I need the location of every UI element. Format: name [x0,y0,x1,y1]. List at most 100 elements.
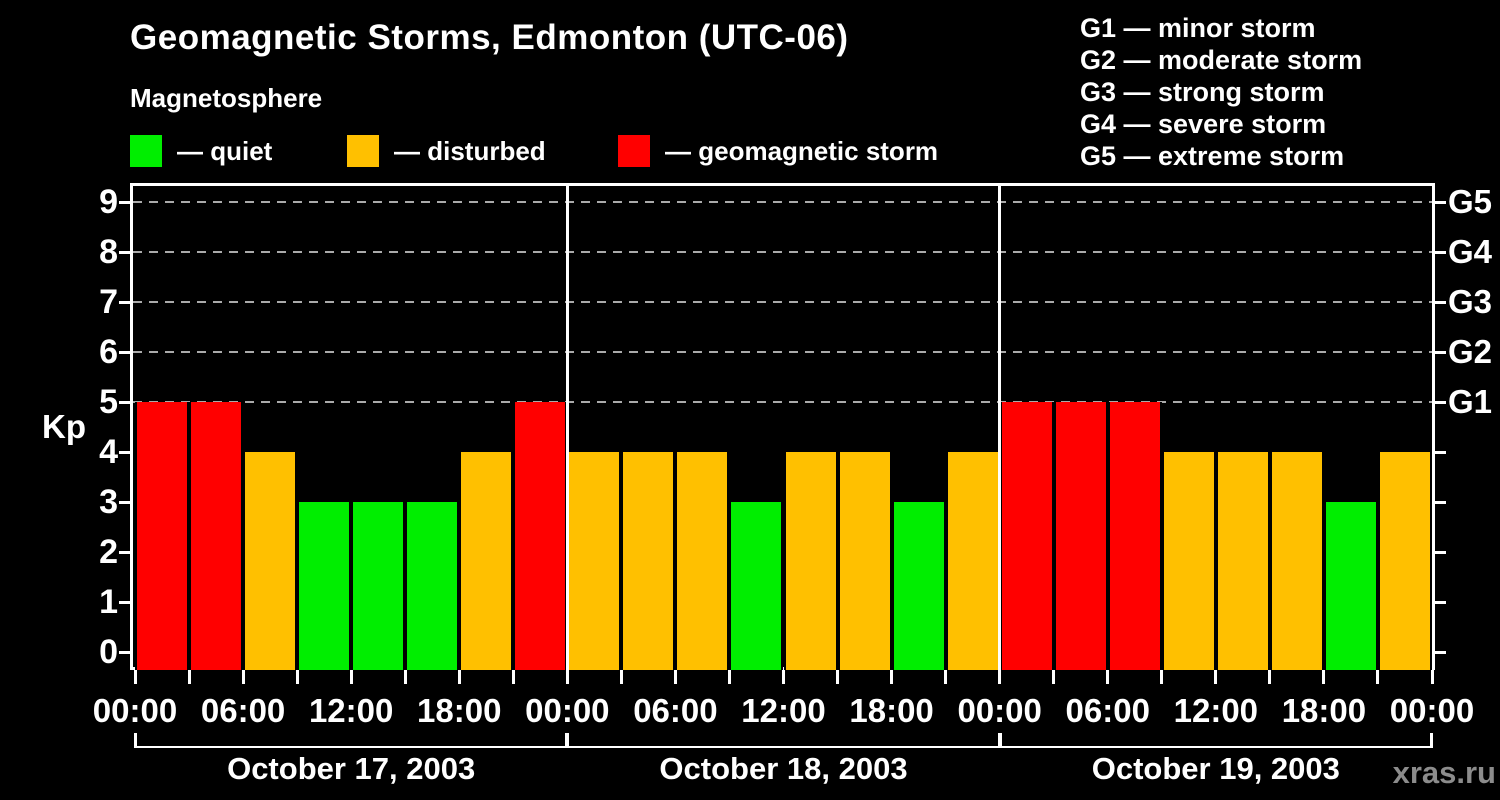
kp-bar-day3 [999,402,1054,670]
y-axis-tick [119,250,130,254]
x-axis-tick [890,670,894,684]
x-axis-tick [673,670,677,684]
right-axis-tick [1435,300,1446,304]
x-axis-tick [241,670,245,684]
x-axis-tick [1322,670,1326,684]
date-bracket-tick [134,733,137,748]
storm-color-swatch [618,135,650,167]
date-bracket-line [569,746,998,748]
watermark: xras.ru [1392,755,1496,790]
y-axis-tick [119,350,130,354]
x-axis-tick [1052,670,1056,684]
x-axis-tick [1160,670,1164,684]
y-axis-title: Kp [42,408,86,445]
y-axis-tick [119,450,130,454]
x-axis-tick [565,670,569,684]
right-axis-tick [1435,450,1446,454]
kp-bar-day3 [1269,452,1324,670]
day-separator [565,183,569,670]
legend-item-quiet: — quiet [130,135,272,167]
x-tick-label: 18:00 [417,692,502,729]
x-tick-label: 00:00 [957,692,1042,729]
kp-bar-day2 [945,452,1000,670]
legend-item-disturbed: — disturbed [347,135,546,167]
y-tick-label: 9 [99,183,118,221]
date-bracket-line [1001,746,1430,748]
kp-bar-day2 [837,452,892,670]
grid-line-kp6 [133,351,1432,353]
date-bracket-tick [566,733,570,748]
x-axis-tick [619,670,623,684]
x-axis-tick [403,670,407,684]
chart-title: Geomagnetic Storms, Edmonton (UTC-06) [130,18,849,57]
x-axis-tick [511,670,515,684]
kp-bar-day3 [1215,452,1270,670]
x-axis-tick [1430,670,1434,684]
x-tick-label: 12:00 [741,692,826,729]
kp-bar-day2 [567,452,622,670]
x-axis-tick [782,670,785,684]
y-tick-label: 0 [99,633,118,671]
kp-bar-day1 [243,452,298,670]
kp-bar-day1 [297,502,352,670]
x-axis-tick [727,670,731,684]
x-axis-tick [187,670,191,684]
plot-border-top [130,183,1435,186]
y-axis-tick [119,500,130,504]
plot-border-right [1432,183,1435,670]
date-label: October 19, 2003 [1091,751,1340,786]
kp-bar-day1 [459,452,514,670]
kp-bar-day1 [351,502,406,670]
plot-border-left [130,183,133,670]
right-axis-tick [1435,250,1446,254]
y-axis-tick [119,550,130,554]
y-tick-label: 2 [99,533,118,571]
x-tick-label: 18:00 [849,692,934,729]
kp-bar-day1 [513,402,568,670]
kp-bar-day2 [891,502,946,670]
x-tick-label: 06:00 [1065,692,1150,729]
kp-bar-day1 [135,402,190,670]
right-axis-tick [1435,500,1446,504]
storm-scale-g2: G2 — moderate storm [1080,45,1363,75]
y-tick-label: 7 [99,283,118,321]
storm-scale-g3: G3 — strong storm [1080,77,1325,107]
y-tick-label: 8 [99,233,118,271]
kp-bar-day2 [783,452,838,670]
quiet-color-swatch [130,135,162,167]
date-bracket-tick [998,733,1002,748]
kp-bar-day3 [1053,402,1108,670]
storm-scale-g1: G1 — minor storm [1080,13,1316,43]
kp-bar-day2 [621,452,676,670]
date-bracket-tick [1430,733,1433,748]
date-label: October 18, 2003 [659,751,908,786]
kp-bar-day2 [729,502,784,670]
x-tick-label: 06:00 [633,692,718,729]
x-axis-tick [998,670,1002,684]
x-axis-tick [1214,670,1218,684]
grid-line-kp9 [133,201,1432,203]
x-axis-tick [1376,670,1380,684]
y-tick-label: 4 [99,433,118,471]
x-tick-label: 12:00 [1173,692,1259,729]
date-label: October 17, 2003 [227,751,476,786]
g-scale-label-g1: G1 [1448,383,1493,420]
kp-bar-day1 [405,502,460,670]
right-axis-tick [1435,200,1446,204]
g-scale-label-g5: G5 [1448,183,1493,220]
x-tick-label: 00:00 [92,692,178,729]
grid-line-kp8 [133,251,1432,253]
legend-item-storm: — geomagnetic storm [618,135,938,167]
x-axis-tick [295,670,299,684]
x-axis-tick [457,670,461,684]
right-axis-tick [1435,650,1446,654]
x-tick-label: 00:00 [525,692,610,729]
chart-subtitle: Magnetosphere [130,83,323,113]
kp-bar-day3 [1323,502,1378,670]
storm-scale-legend: G1 — minor storm G2 — moderate storm G3 … [1080,12,1362,172]
x-tick-label: 12:00 [308,692,394,729]
x-axis-tick [1268,670,1272,684]
kp-bar-day3 [1107,402,1162,670]
disturbed-color-swatch [347,135,379,167]
